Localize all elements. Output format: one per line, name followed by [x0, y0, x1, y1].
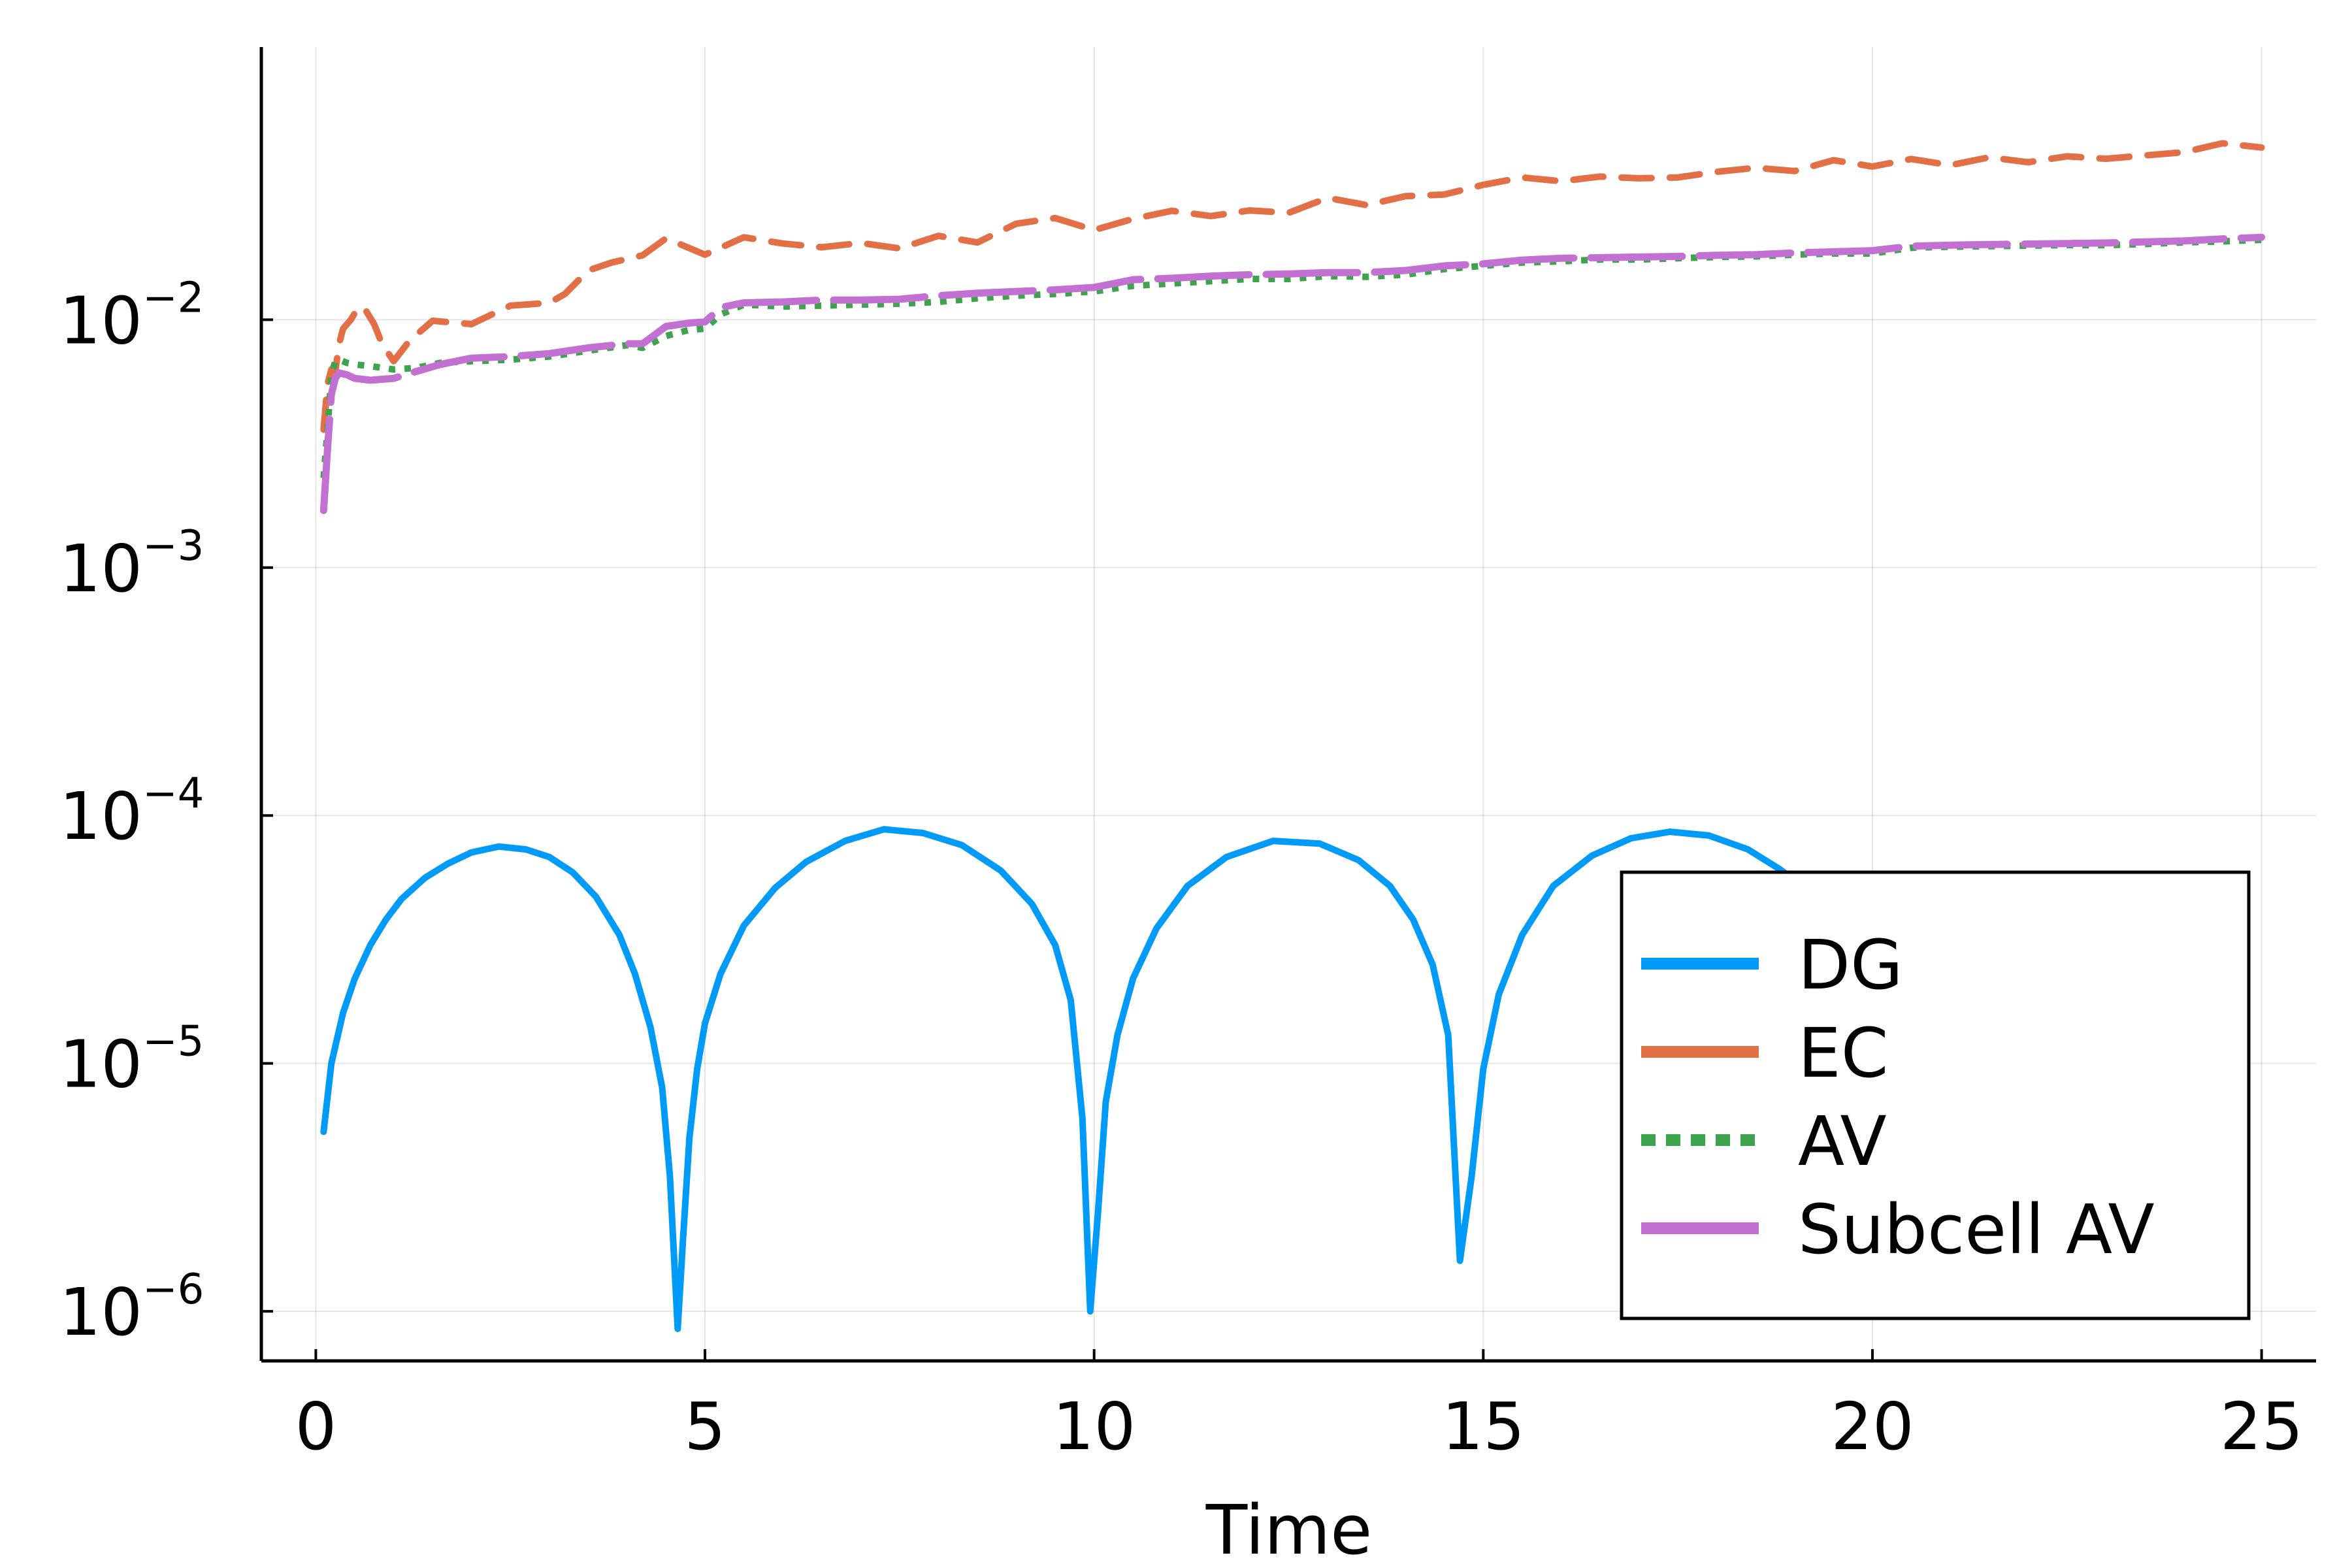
y-tick-base: 10 [59, 531, 142, 607]
legend-label: EC [1798, 1013, 1888, 1093]
y-tick-label: 10 −6 [59, 1266, 204, 1350]
legend-box [1620, 870, 2251, 1320]
legend-label: Subcell AV [1798, 1190, 2155, 1269]
axes [259, 47, 2316, 1363]
x-tick-label: 0 [295, 1388, 337, 1465]
y-tick-exponent: −3 [142, 522, 204, 570]
y-tick-label: 10 −4 [59, 770, 204, 855]
series-line-subcell-av [319, 233, 2266, 514]
y-tick-base: 10 [59, 1026, 142, 1103]
y-tick-base: 10 [59, 282, 142, 359]
y-tick-label: 10 −2 [59, 274, 204, 359]
x-tick-label: 25 [2220, 1388, 2303, 1465]
series-line-ec [320, 140, 2265, 433]
y-tick-base: 10 [59, 778, 142, 855]
y-tick-exponent: −6 [142, 1266, 204, 1314]
y-tick-exponent: −2 [142, 274, 204, 322]
legend-label: DG [1798, 925, 1903, 1005]
x-tick-label: 15 [1442, 1388, 1525, 1465]
x-tick-label: 5 [684, 1388, 726, 1465]
y-tick-exponent: −4 [142, 770, 204, 818]
legend-label: AV [1798, 1102, 1887, 1181]
y-tick-base: 10 [59, 1274, 142, 1350]
series-line-dg [320, 826, 1806, 1332]
x-axis-title: Time [1205, 1490, 1373, 1568]
series-layer [319, 140, 2266, 1332]
y-tick-label: 10 −3 [59, 522, 204, 607]
y-tick-label: 10 −5 [59, 1018, 204, 1103]
x-tick-label: 10 [1053, 1388, 1135, 1465]
x-tick-label: 20 [1831, 1388, 1914, 1465]
y-tick-exponent: −5 [142, 1018, 204, 1066]
